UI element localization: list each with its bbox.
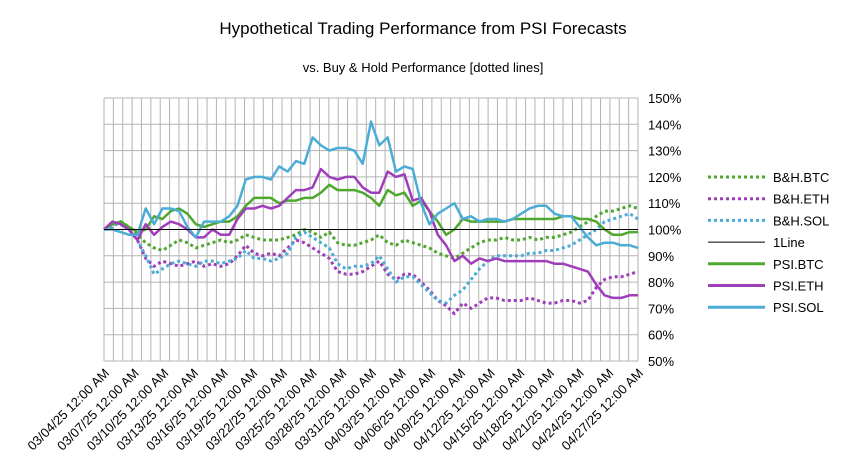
legend-label: PSI.ETH — [773, 279, 824, 294]
y-tick-label: 130% — [648, 144, 682, 159]
y-axis: 50% 60% 70% 80% 90% 100% 110% 120% 130% 140% 150% — [648, 91, 682, 369]
y-tick-label: 110% — [648, 196, 681, 211]
series-line-b-h-eth — [103, 222, 639, 316]
legend-label: B&H.SOL — [773, 213, 829, 228]
series-line-psi-eth — [103, 167, 638, 300]
legend-label: PSI.SOL — [773, 300, 824, 315]
y-tick-label: 100% — [648, 223, 682, 238]
legend-label: B&H.BTC — [773, 170, 829, 185]
y-tick-label: 60% — [648, 328, 674, 343]
series-line-psi-btc — [103, 183, 638, 237]
legend-label: 1Line — [773, 235, 805, 250]
plot-area — [103, 120, 639, 316]
legend: B&H.BTC B&H.ETH B&H.SOL 1Line PSI.BTC PSI.ETH… — [708, 170, 829, 315]
y-tick-label: 90% — [648, 249, 674, 264]
chart-title: Hypothetical Trading Performance from PS… — [219, 19, 627, 38]
series-line-b-h-btc — [103, 204, 639, 260]
y-tick-label: 120% — [648, 170, 682, 185]
chart-subtitle: vs. Buy & Hold Performance [dotted lines… — [302, 60, 544, 75]
legend-label: B&H.ETH — [773, 192, 829, 207]
y-tick-label: 150% — [648, 91, 682, 106]
legend-label: PSI.BTC — [773, 257, 824, 272]
y-tick-label: 80% — [648, 275, 674, 290]
y-tick-label: 50% — [648, 354, 674, 369]
series-line-psi-sol — [104, 120, 639, 250]
y-tick-label: 70% — [648, 301, 674, 316]
y-tick-label: 140% — [648, 117, 682, 132]
